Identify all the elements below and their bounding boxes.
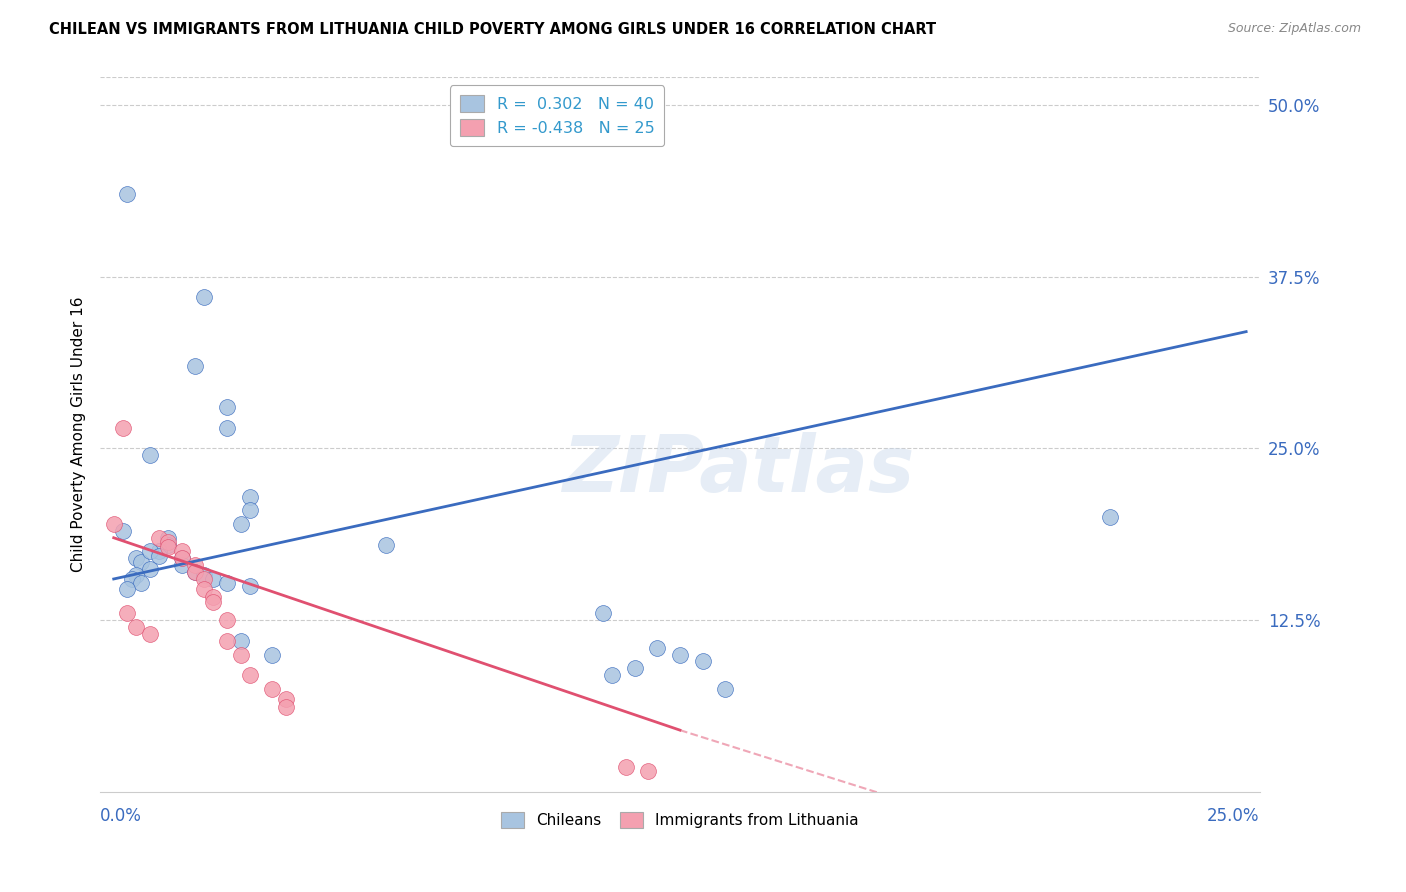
- Point: [215, 421, 238, 435]
- Point: [229, 633, 252, 648]
- Point: [117, 607, 139, 621]
- Point: [170, 551, 193, 566]
- Point: [148, 549, 170, 563]
- Point: [184, 558, 207, 573]
- Point: [600, 668, 623, 682]
- Text: 25.0%: 25.0%: [1208, 806, 1260, 824]
- Point: [262, 648, 284, 662]
- Point: [184, 565, 207, 579]
- Point: [669, 648, 692, 662]
- Point: [215, 613, 238, 627]
- Point: [215, 401, 238, 415]
- Point: [239, 668, 262, 682]
- Point: [103, 516, 125, 531]
- Point: [157, 534, 180, 549]
- Point: [229, 648, 252, 662]
- Point: [125, 551, 148, 566]
- Point: [157, 538, 180, 552]
- Text: CHILEAN VS IMMIGRANTS FROM LITHUANIA CHILD POVERTY AMONG GIRLS UNDER 16 CORRELAT: CHILEAN VS IMMIGRANTS FROM LITHUANIA CHI…: [49, 22, 936, 37]
- Point: [117, 187, 139, 202]
- Point: [215, 576, 238, 591]
- Point: [1099, 510, 1122, 524]
- Point: [129, 556, 152, 570]
- Point: [139, 448, 162, 462]
- Point: [215, 633, 238, 648]
- Point: [170, 551, 193, 566]
- Point: [125, 567, 148, 582]
- Text: Source: ZipAtlas.com: Source: ZipAtlas.com: [1227, 22, 1361, 36]
- Point: [623, 661, 645, 675]
- Point: [614, 760, 637, 774]
- Y-axis label: Child Poverty Among Girls Under 16: Child Poverty Among Girls Under 16: [72, 297, 86, 573]
- Point: [202, 590, 225, 604]
- Point: [139, 627, 162, 641]
- Point: [121, 572, 143, 586]
- Point: [714, 681, 737, 696]
- Text: 0.0%: 0.0%: [100, 806, 142, 824]
- Point: [193, 290, 215, 304]
- Point: [692, 655, 714, 669]
- Point: [148, 531, 170, 545]
- Point: [184, 565, 207, 579]
- Point: [157, 541, 180, 555]
- Text: ZIPatlas: ZIPatlas: [562, 433, 914, 508]
- Point: [592, 607, 614, 621]
- Point: [193, 572, 215, 586]
- Point: [193, 582, 215, 596]
- Point: [139, 544, 162, 558]
- Point: [117, 582, 139, 596]
- Point: [262, 681, 284, 696]
- Point: [148, 544, 170, 558]
- Point: [193, 567, 215, 582]
- Point: [170, 558, 193, 573]
- Point: [129, 576, 152, 591]
- Point: [202, 572, 225, 586]
- Point: [637, 764, 659, 779]
- Point: [645, 640, 668, 655]
- Legend: Chileans, Immigrants from Lithuania: Chileans, Immigrants from Lithuania: [495, 805, 865, 834]
- Point: [202, 595, 225, 609]
- Point: [111, 421, 134, 435]
- Point: [157, 531, 180, 545]
- Point: [170, 544, 193, 558]
- Point: [239, 503, 262, 517]
- Point: [139, 562, 162, 576]
- Point: [184, 359, 207, 373]
- Point: [239, 490, 262, 504]
- Point: [274, 691, 297, 706]
- Point: [274, 699, 297, 714]
- Point: [239, 579, 262, 593]
- Point: [111, 524, 134, 538]
- Point: [374, 538, 396, 552]
- Point: [229, 516, 252, 531]
- Point: [125, 620, 148, 634]
